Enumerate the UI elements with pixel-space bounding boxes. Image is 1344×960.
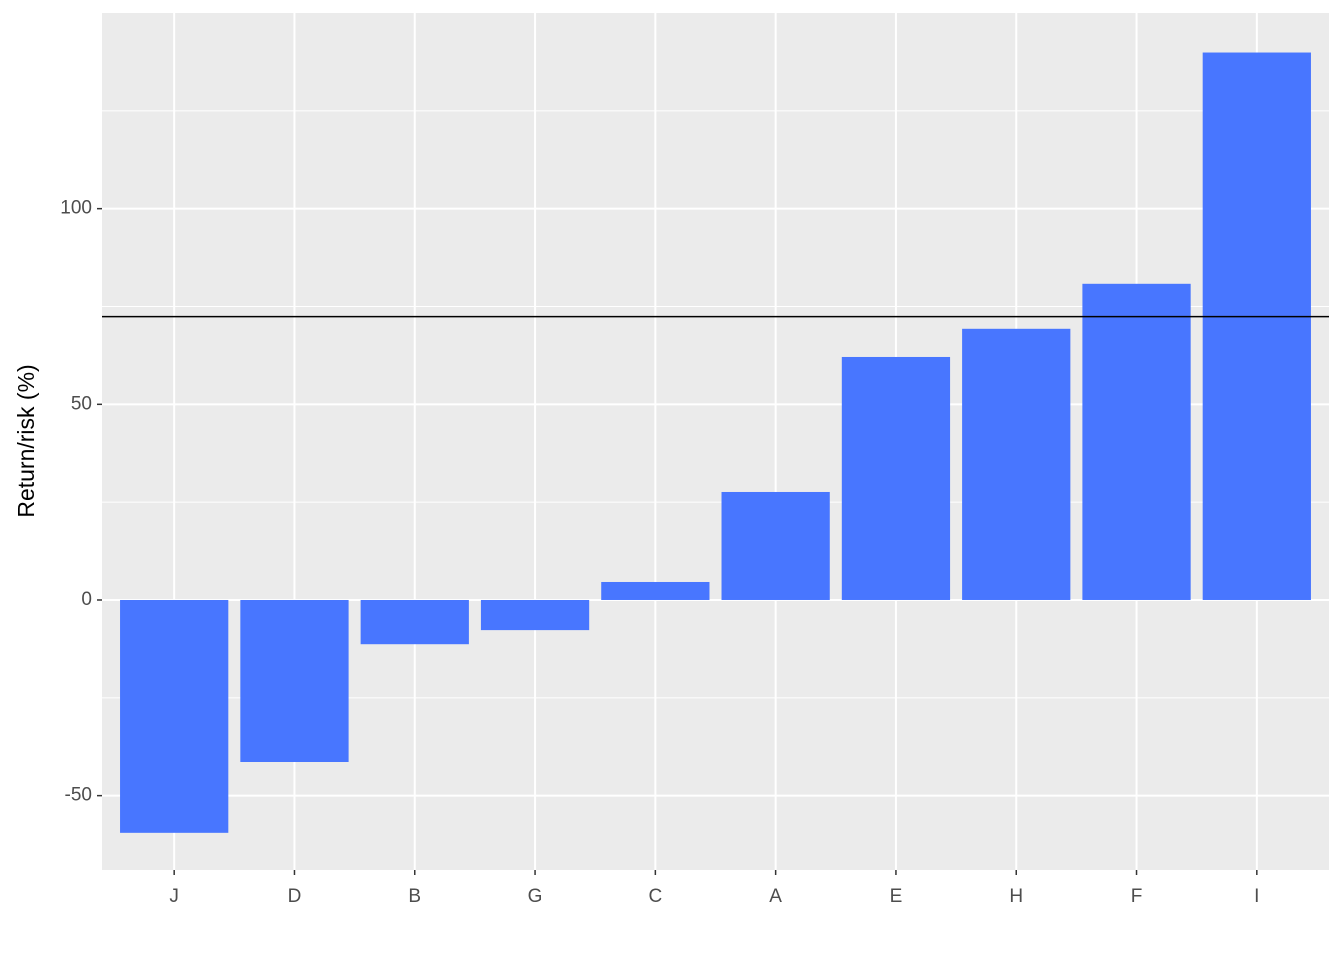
bar (601, 581, 710, 600)
bar (841, 356, 951, 600)
y-tick-label: -50 (65, 785, 92, 806)
bar (360, 599, 469, 645)
x-tick-label: G (528, 886, 543, 907)
x-tick-label: D (288, 886, 302, 907)
bar (721, 491, 830, 600)
x-tick-label: I (1254, 886, 1259, 907)
bar (240, 599, 349, 762)
x-tick-label: H (1009, 886, 1023, 907)
x-tick-label: J (169, 886, 179, 907)
y-tick-label: 50 (71, 393, 92, 414)
x-tick-label: E (890, 886, 903, 907)
bar (1082, 283, 1191, 600)
x-tick-label: B (408, 886, 421, 907)
bar (1202, 52, 1311, 600)
bar (480, 599, 590, 631)
y-tick-label: 0 (81, 589, 92, 610)
x-tick-label: A (769, 886, 782, 907)
y-tick-label: 100 (60, 198, 92, 219)
bar (962, 328, 1071, 600)
y-axis-title: Return/risk (%) (13, 364, 39, 517)
x-tick-label: C (648, 886, 662, 907)
x-tick-label: F (1131, 886, 1143, 907)
bar (120, 599, 229, 833)
